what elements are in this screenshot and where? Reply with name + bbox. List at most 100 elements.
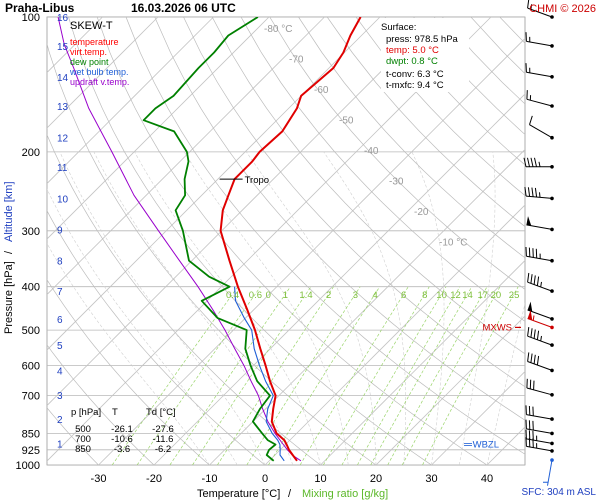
- wind-barb-pennant: [527, 310, 533, 321]
- wind-barb-half-flag: [530, 4, 533, 10]
- altitude-tick-label: 2: [57, 415, 63, 426]
- table-cell: -11.6: [153, 434, 174, 445]
- y-axis-label-altitude: Altitude [km]: [3, 181, 15, 242]
- surface-elevation-label: SFC: 304 m ASL: [522, 487, 597, 498]
- wind-barb-staff: [526, 428, 553, 434]
- isotherm-line: [264, 204, 525, 465]
- temperature-tick-label: 20: [370, 473, 382, 485]
- wind-barb-flag: [531, 187, 534, 197]
- mixing-ratio-label: 25: [509, 290, 520, 301]
- wind-barb-flag: [533, 275, 536, 285]
- wind-barb-pennant: [526, 216, 532, 226]
- mixing-ratio-line: [192, 286, 312, 465]
- moist-adiabat: [47, 188, 238, 465]
- moist-adiabat: [134, 151, 321, 465]
- pressure-tick-label: 200: [22, 147, 40, 159]
- wind-barb-flag: [527, 187, 531, 197]
- updraft-virtual-temp-series: [57, 17, 302, 462]
- mixing-ratio-label: 10: [436, 290, 447, 301]
- wind-barb-flag: [527, 157, 530, 167]
- moist-adiabat: [486, 302, 525, 465]
- altitude-tick-label: 15: [57, 42, 69, 53]
- wind-barb-staff: [547, 460, 553, 486]
- isotherm-line: [47, 17, 325, 296]
- wind-barb: [527, 301, 554, 321]
- wind-barb-staff: [526, 438, 553, 444]
- wind-barb-dot: [550, 431, 554, 436]
- isotherm-label: -20: [414, 207, 429, 218]
- wind-barb-half-flag: [538, 161, 541, 167]
- mixing-ratio-label: 17: [478, 290, 489, 301]
- wind-barb-dot: [550, 449, 554, 453]
- altitude-tick-label: 8: [57, 257, 63, 268]
- wind-barb-staff: [527, 7, 553, 18]
- mixing-ratio-line: [341, 286, 447, 465]
- wind-barb-pennant: [527, 301, 533, 312]
- dry-adiabat: [326, 17, 525, 228]
- wind-barb-dot: [550, 289, 554, 293]
- dry-adiabat: [96, 17, 488, 465]
- mixing-ratio-line: [217, 286, 334, 465]
- wind-barb-flag: [530, 157, 534, 167]
- dry-adiabat: [528, 17, 600, 465]
- wind-barb-staff: [526, 71, 553, 78]
- isotherm-line: [98, 37, 525, 465]
- altitude-tick-label: 13: [57, 102, 69, 113]
- wind-barb: [525, 32, 554, 48]
- wind-barb-staff: [526, 40, 553, 47]
- dry-adiabat: [47, 344, 155, 465]
- temperature-tick-label: 0: [262, 473, 268, 485]
- pressure-tick-label: 1000: [16, 460, 40, 472]
- wind-barb: [527, 272, 554, 293]
- wind-barb-half-flag: [540, 335, 542, 342]
- isotherm-line: [47, 17, 270, 240]
- surface-press: press: 978.5 hPa: [386, 34, 459, 45]
- pressure-tick-label: 700: [22, 391, 40, 403]
- wind-barb-dot: [550, 441, 554, 446]
- sounding-datetime: 16.03.2026 06 UTC: [131, 1, 236, 15]
- wind-barb-flag: [529, 115, 533, 125]
- isotherm-line: [209, 148, 525, 465]
- isotherm-label: -30: [389, 177, 404, 188]
- pressure-tick-label: 400: [22, 282, 40, 294]
- wind-barb-dot: [550, 44, 554, 48]
- wind-barb: [525, 405, 554, 421]
- surface-temp: temp: 5.0 °C: [386, 45, 439, 56]
- wind-barb-staff: [527, 281, 553, 292]
- pressure-tick-label: 850: [22, 428, 40, 440]
- surface-tmxfc: t-mxfc: 9.4 °C: [386, 80, 444, 91]
- pressure-tick-label: 300: [22, 226, 40, 238]
- wind-barb-flag: [534, 187, 538, 198]
- mixing-ratio-label: 1: [283, 290, 288, 301]
- credit-label: CHMI © 2026: [529, 3, 596, 15]
- dry-adiabat: [211, 17, 525, 355]
- legend-entry: virt.temp.: [70, 47, 107, 57]
- wind-barb-flag: [530, 353, 533, 363]
- station-name: Praha-Libus: [5, 1, 75, 15]
- wind-barb: [527, 310, 554, 330]
- table-cell: -10.6: [111, 434, 133, 445]
- wind-barb-flag: [527, 0, 530, 9]
- surface-heading: Surface:: [381, 22, 416, 33]
- wind-barb-dot: [550, 458, 554, 462]
- moist-adiabat: [47, 242, 210, 465]
- dew-point-series: [142, 17, 277, 462]
- isotherm-line: [375, 315, 525, 465]
- legend-entry: dew point: [70, 57, 109, 67]
- wind-barb-dot: [550, 135, 554, 140]
- wind-barb-flag: [524, 186, 527, 197]
- isotherm-line: [47, 17, 436, 407]
- x-axis-label-sep: /: [288, 488, 292, 500]
- mixing-ratio-line: [357, 286, 461, 465]
- wind-barb-flag: [533, 354, 536, 364]
- table-header-cell: p [hPa]: [71, 407, 101, 418]
- x-axis-label-temperature: Temperature [°C]: [197, 488, 280, 500]
- wind-barb-flag: [530, 328, 533, 338]
- wind-barb-dot: [550, 325, 554, 330]
- mixing-ratio-label: 12: [450, 290, 461, 301]
- table-cell: -27.6: [152, 424, 174, 435]
- dry-adiabat: [47, 133, 321, 465]
- wind-barb-flag: [536, 355, 540, 366]
- isotherm-line: [431, 370, 525, 465]
- wind-barb-staff: [526, 414, 553, 420]
